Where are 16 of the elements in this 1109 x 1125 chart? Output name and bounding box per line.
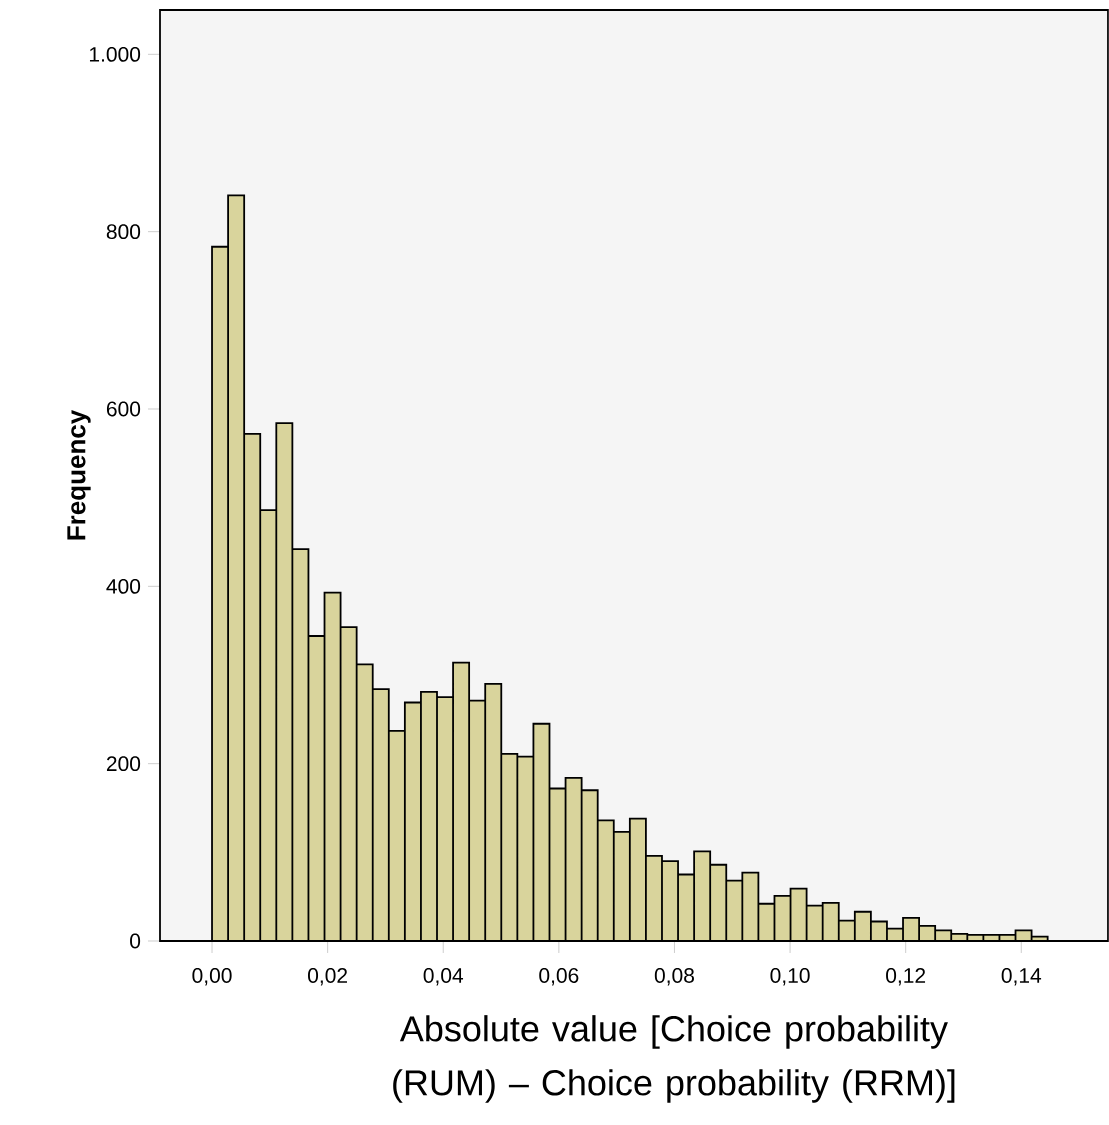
x-tick-label: 0,12 bbox=[886, 968, 926, 986]
y-tick-label: 800 bbox=[106, 224, 141, 240]
y-tick-label: 0 bbox=[130, 933, 141, 949]
y-tick-label: 1.000 bbox=[90, 46, 141, 62]
y-axis-title: Frequency bbox=[67, 409, 91, 540]
y-tick-label: 600 bbox=[107, 401, 141, 417]
x-axis-title: Absolute value [Choice probability (RUM) – Choice probability (RRM)] bbox=[393, 1015, 955, 1103]
x-tick-label: 0,00 bbox=[192, 968, 232, 986]
x-tick-label: 0,04 bbox=[423, 968, 464, 986]
x-tick-label: 0,02 bbox=[308, 968, 348, 986]
x-tick-label: 0,10 bbox=[770, 968, 810, 986]
y-tick-label: 200 bbox=[107, 756, 141, 772]
x-tick-label: 0,06 bbox=[539, 968, 579, 986]
x-tick-label: 0,14 bbox=[1001, 968, 1042, 986]
y-tick-label: 400 bbox=[106, 578, 141, 594]
x-tick-label: 0,08 bbox=[654, 968, 695, 986]
